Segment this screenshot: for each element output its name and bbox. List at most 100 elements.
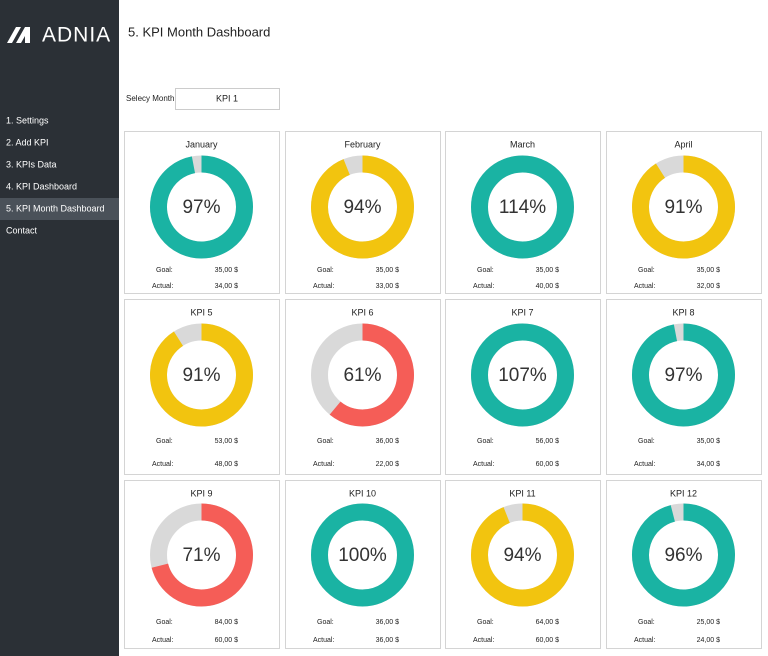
menu-item[interactable]: 1. Settings [6,115,49,125]
donut-arc [471,503,574,607]
goal-value: 64,00 $ [536,619,559,626]
actual-label: Actual: [634,637,655,644]
actual-label: Actual: [152,283,173,290]
kpi-title: March [510,139,535,149]
page-title: 5. KPI Month Dashboard [128,24,270,39]
goal-label: Goal: [638,438,655,445]
goal-label: Goal: [156,619,173,626]
actual-label: Actual: [473,637,494,644]
goal-label: Goal: [638,267,655,274]
menu-item[interactable]: 2. Add KPI [6,137,49,147]
actual-label: Actual: [473,283,494,290]
actual-label: Actual: [634,283,655,290]
kpi-title: KPI 10 [349,488,376,498]
kpi-title: February [344,139,381,149]
donut-label: 94% [343,197,381,218]
donut-label: 97% [182,197,220,218]
donut-arc [150,155,253,259]
selector-box[interactable] [175,88,280,110]
goal-label: Goal: [317,267,334,274]
goal-value: 35,00 $ [697,438,720,445]
kpi-title: KPI 12 [670,488,697,498]
goal-label: Goal: [156,267,173,274]
menu-item[interactable]: 3. KPIs Data [6,159,57,169]
kpi-title: KPI 8 [672,307,694,317]
goal-value: 56,00 $ [536,438,559,445]
actual-value: 24,00 $ [697,637,720,644]
actual-label: Actual: [313,283,334,290]
kpi-title: KPI 7 [511,307,533,317]
goal-label: Goal: [638,619,655,626]
goal-label: Goal: [477,267,494,274]
logo-text: ADNIA [42,24,111,47]
donut-arc [471,323,574,427]
kpi-title: KPI 9 [190,488,212,498]
kpi-title: KPI 5 [190,307,212,317]
donut-label: 61% [343,365,381,386]
actual-label: Actual: [473,461,494,468]
menu-item[interactable]: 5. KPI Month Dashboard [6,203,105,213]
menu-item[interactable]: 4. KPI Dashboard [6,181,77,191]
menu-active [0,198,119,220]
donut-label: 71% [182,545,220,566]
donut-arc [150,323,253,427]
actual-value: 60,00 $ [536,461,559,468]
donut-label: 100% [338,545,387,566]
actual-label: Actual: [152,637,173,644]
donut-arc [471,155,574,259]
actual-value: 32,00 $ [697,283,720,290]
donut-label: 91% [664,197,702,218]
actual-value: 60,00 $ [215,637,238,644]
actual-label: Actual: [313,461,334,468]
goal-value: 35,00 $ [697,267,720,274]
donut-label: 107% [498,365,547,386]
actual-value: 33,00 $ [376,283,399,290]
actual-label: Actual: [152,461,173,468]
kpi-title: January [185,139,218,149]
actual-label: Actual: [634,461,655,468]
goal-label: Goal: [477,619,494,626]
actual-label: Actual: [313,637,334,644]
goal-value: 35,00 $ [376,267,399,274]
actual-value: 40,00 $ [536,283,559,290]
kpi-title: April [674,139,692,149]
goal-value: 36,00 $ [376,438,399,445]
goal-value: 35,00 $ [215,267,238,274]
donut-arc [151,503,253,607]
actual-value: 48,00 $ [215,461,238,468]
kpi-title: KPI 11 [509,488,535,498]
actual-value: 34,00 $ [697,461,720,468]
goal-label: Goal: [317,619,334,626]
donut-label: 91% [182,365,220,386]
donut-arc [632,155,735,259]
donut-label: 96% [664,545,702,566]
donut-label: 97% [664,365,702,386]
goal-label: Goal: [317,438,334,445]
actual-value: 22,00 $ [376,461,399,468]
sidebar [0,0,119,656]
actual-value: 34,00 $ [215,283,238,290]
kpi-title: KPI 6 [351,307,373,317]
donut-arc [632,323,735,427]
donut-arc [311,155,414,259]
selector-value[interactable]: KPI 1 [216,93,238,103]
donut-label: 114% [499,197,546,218]
goal-value: 84,00 $ [215,619,238,626]
actual-value: 36,00 $ [376,637,399,644]
goal-value: 35,00 $ [536,267,559,274]
goal-label: Goal: [156,438,173,445]
donut-arc [311,503,414,607]
menu-item[interactable]: Contact [6,225,38,235]
logo-mark [7,27,30,43]
goal-value: 36,00 $ [376,619,399,626]
selector-label: Selecy Month: [126,94,177,103]
actual-value: 60,00 $ [536,637,559,644]
goal-value: 53,00 $ [215,438,238,445]
donut-arc [329,323,414,427]
goal-value: 25,00 $ [697,619,720,626]
donut-arc [632,503,735,607]
donut-label: 94% [503,545,541,566]
goal-label: Goal: [477,438,494,445]
